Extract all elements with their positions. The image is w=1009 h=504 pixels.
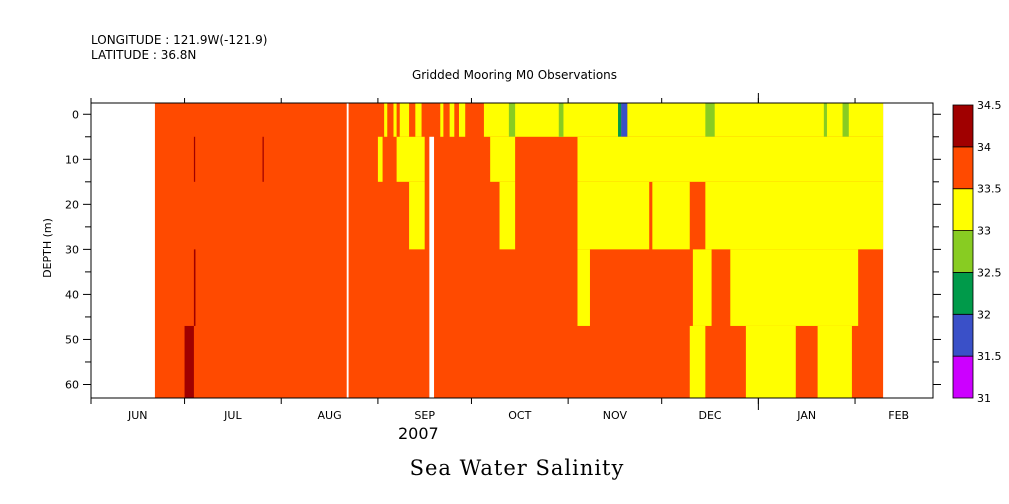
colorbar-label: 32: [977, 308, 991, 321]
heatmap-cell: [627, 103, 884, 137]
heatmap-cell: [193, 136, 196, 182]
heatmap-cell: [692, 249, 712, 326]
latitude-label: LATITUDE : 36.8N: [91, 48, 197, 62]
heatmap-cell: [393, 103, 397, 137]
heatmap-cell: [823, 103, 827, 137]
colorbar: 31 31.5 32 32.5 33 33.5 34 34.5: [952, 99, 1002, 405]
y-tick-label: 40: [65, 288, 79, 301]
x-tick-label: JAN: [796, 409, 816, 422]
heatmap-cell: [745, 325, 796, 398]
heatmap-cell: [409, 181, 425, 250]
heatmap-cell: [184, 325, 194, 398]
heatmap-cell: [577, 181, 650, 250]
heatmap-cell: [842, 103, 849, 137]
colorbar-swatch: [952, 355, 974, 399]
plot-axes: 0 10 20 30 40 50 60 JUN JUL AUG SEP OCT NOV DEC JAN FEB: [65, 93, 941, 422]
x-tick-label: FEB: [888, 409, 909, 422]
y-tick-label: 10: [65, 153, 79, 166]
heatmap-cell: [730, 249, 859, 326]
heatmap-cell: [449, 103, 455, 137]
colorbar-swatch: [952, 188, 974, 231]
heatmap-cell: [490, 136, 516, 182]
x-tick-label: OCT: [508, 409, 531, 422]
colorbar-swatch: [952, 230, 974, 273]
heatmap-cell: [817, 325, 852, 398]
x-tick-label: AUG: [318, 409, 342, 422]
colorbar-label: 33: [977, 225, 991, 238]
colorbar-label: 34: [977, 141, 991, 154]
colorbar-swatch: [952, 104, 974, 148]
heatmap-cell: [440, 103, 444, 137]
x-tick-label: DEC: [698, 409, 721, 422]
heatmap-cell: [705, 181, 884, 250]
y-tick-label: 20: [65, 198, 79, 211]
heatmap-cell: [652, 181, 690, 250]
heatmap-cell: [193, 249, 196, 326]
colorbar-label: 34.5: [977, 99, 1002, 112]
x-tick-label: JUN: [127, 409, 148, 422]
y-tick-label: 30: [65, 243, 79, 256]
colorbar-label: 31: [977, 392, 991, 405]
heatmap-cell: [377, 136, 383, 182]
colorbar-label: 32.5: [977, 266, 1002, 279]
y-tick-label: 60: [65, 378, 79, 391]
heatmap-cell: [399, 103, 410, 137]
heatmap-cell: [396, 136, 425, 182]
heatmap-cell: [499, 181, 516, 250]
heatmap-cell: [262, 136, 264, 182]
colorbar-label: 31.5: [977, 350, 1002, 363]
heatmap-cells: [154, 103, 884, 398]
heatmap-cell: [483, 103, 622, 137]
heatmap-cell: [618, 103, 622, 137]
x-tick-label: SEP: [414, 409, 435, 422]
y-tick-label: 0: [72, 108, 79, 121]
heatmap-cell: [508, 103, 516, 137]
heatmap-cell: [577, 136, 884, 182]
year-label: 2007: [398, 424, 439, 443]
heatmap-cell: [705, 103, 715, 137]
colorbar-swatch: [952, 272, 974, 315]
data-gap: [429, 136, 435, 398]
plot-title: Gridded Mooring M0 Observations: [411, 68, 618, 82]
x-tick-label: NOV: [603, 409, 628, 422]
y-axis-label: DEPTH (m): [41, 218, 54, 278]
colorbar-label: 33.5: [977, 183, 1002, 196]
data-gap: [346, 103, 349, 398]
heatmap-cell: [577, 249, 590, 326]
plot-frame: [90, 102, 934, 399]
heatmap-cell: [621, 103, 628, 137]
heatmap-cell: [689, 325, 706, 398]
variable-title: Sea Water Salinity: [409, 456, 625, 480]
heatmap-cell: [558, 103, 564, 137]
heatmap-cell: [384, 103, 388, 137]
x-tick-label: JUL: [223, 409, 242, 422]
longitude-label: LONGITUDE : 121.9W(-121.9): [91, 33, 268, 47]
heatmap-cell: [458, 103, 466, 137]
colorbar-swatch: [952, 313, 974, 357]
colorbar-swatch: [952, 146, 974, 190]
y-tick-label: 50: [65, 333, 79, 346]
heatmap-cell: [415, 103, 422, 137]
